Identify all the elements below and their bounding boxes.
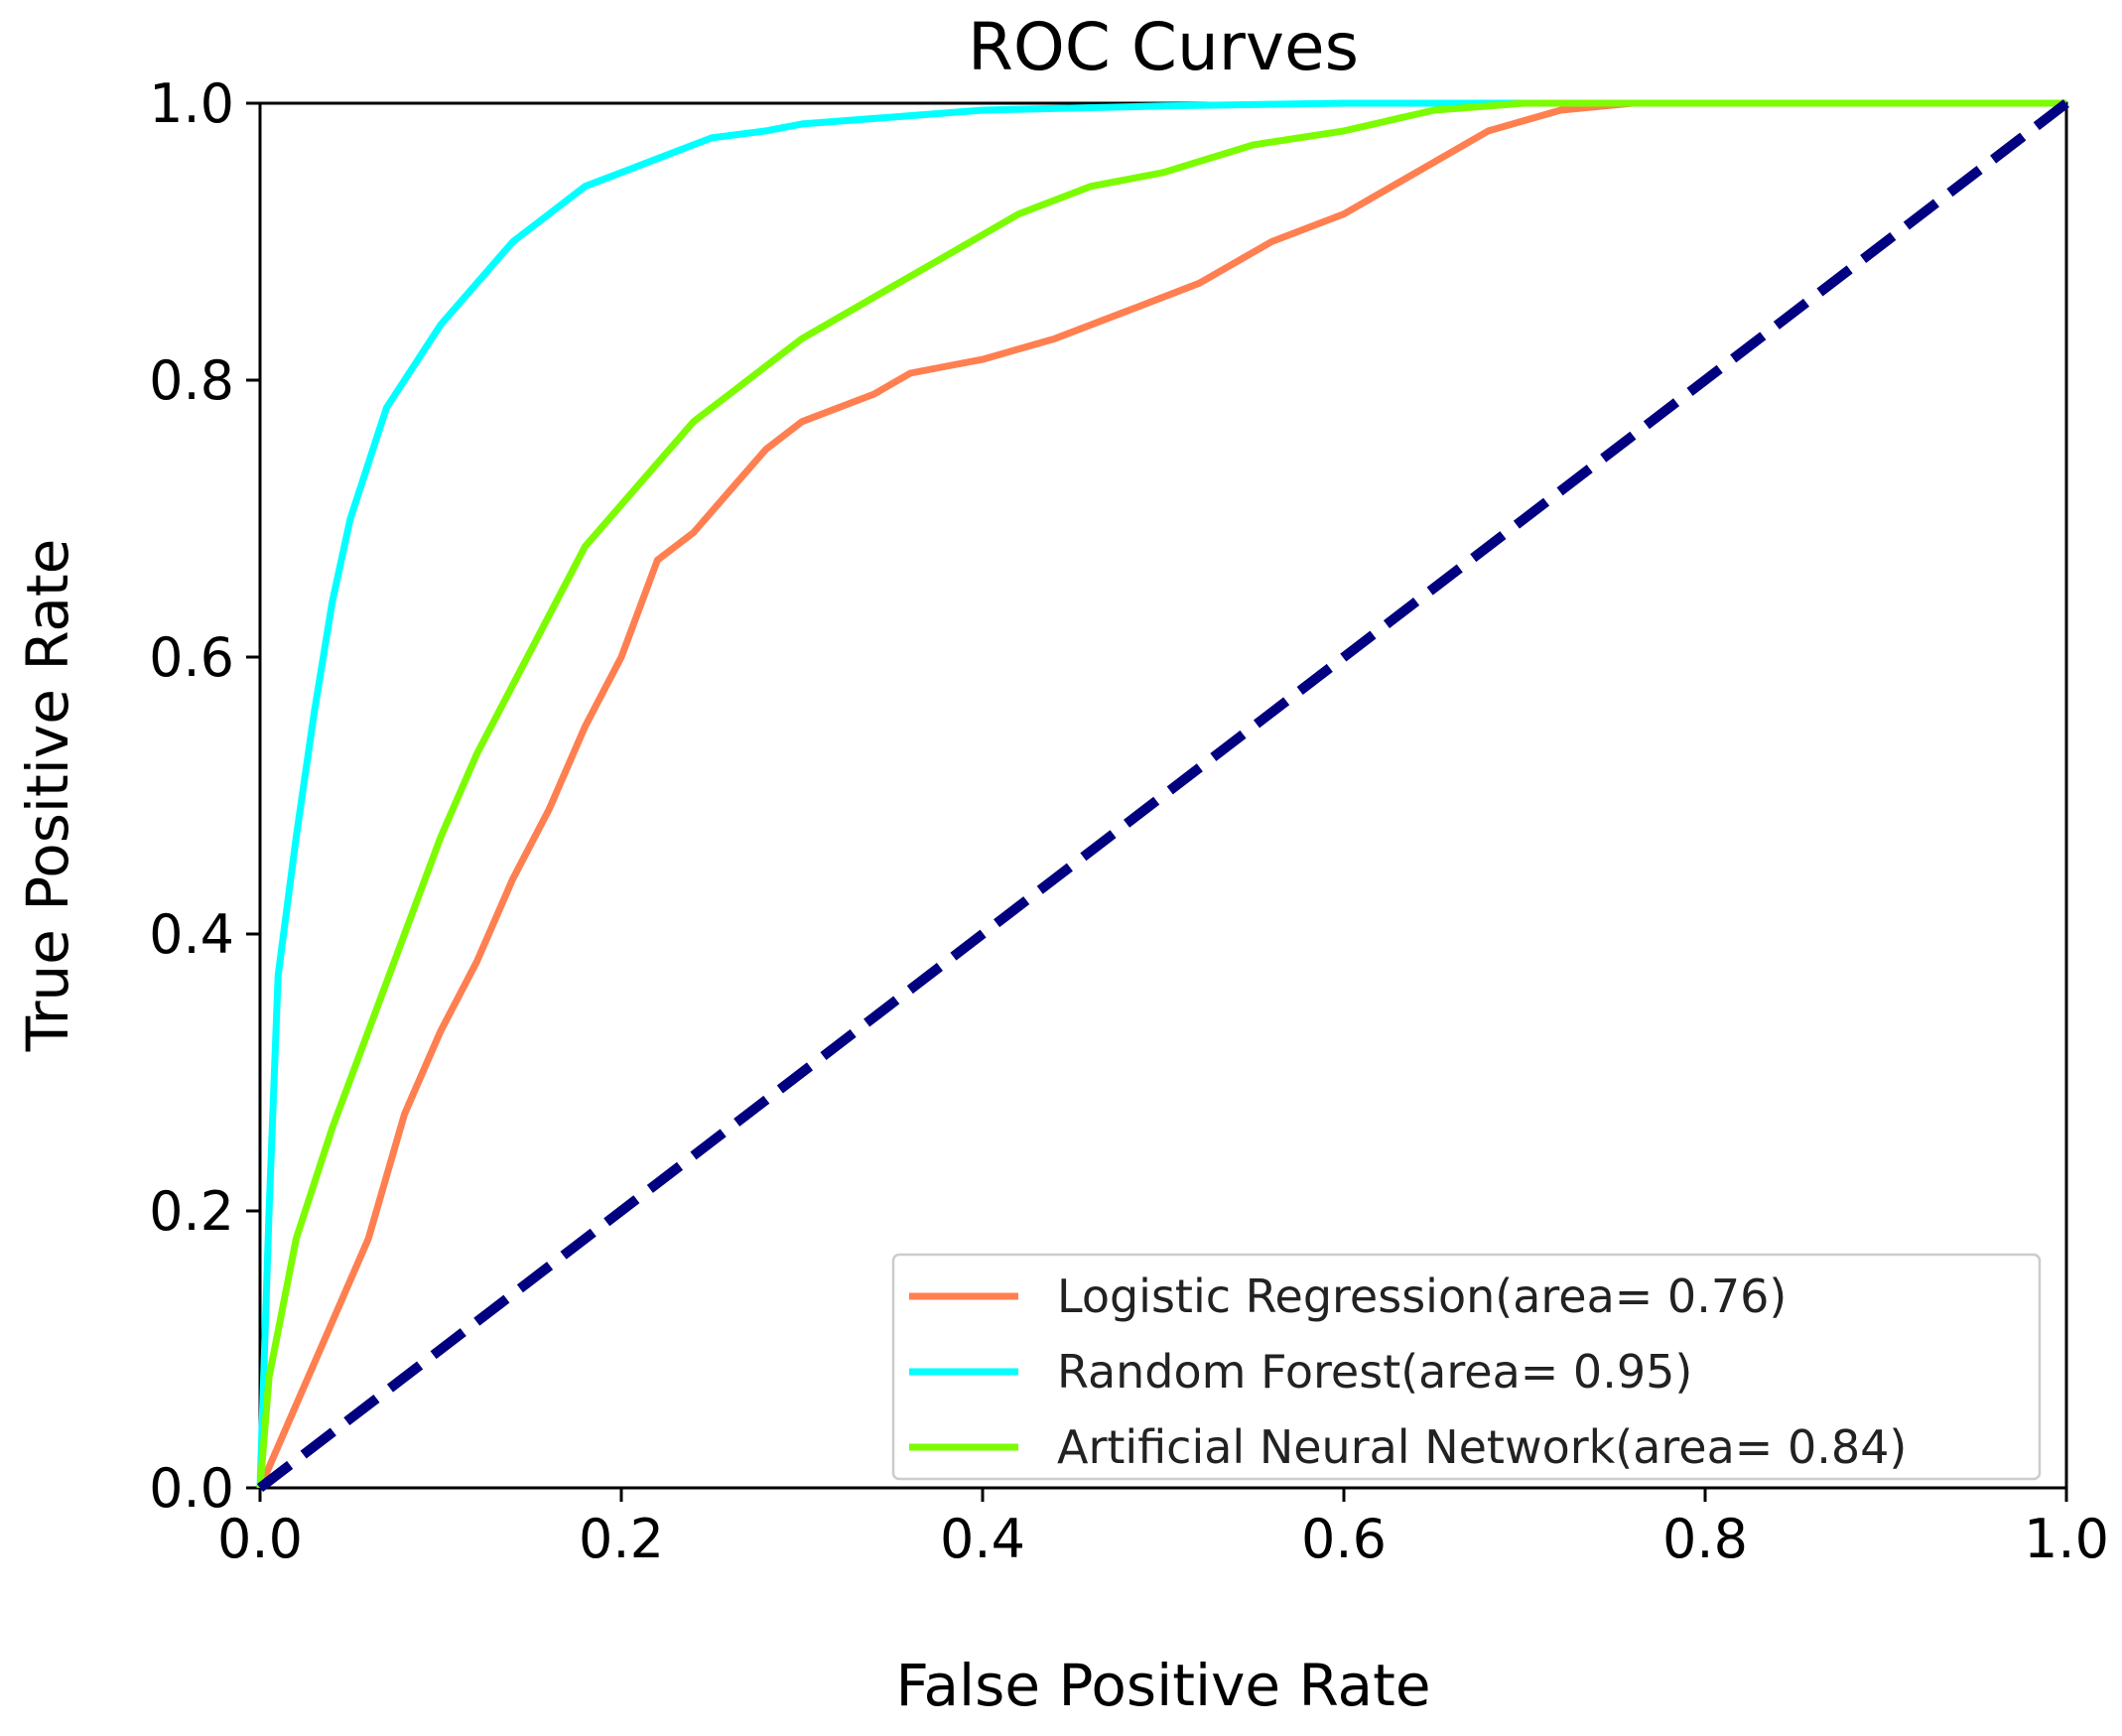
- chart-title: ROC Curves: [968, 9, 1359, 85]
- series-line-random-forest: [256, 99, 2066, 1489]
- y-tick-label: 0.8: [149, 349, 234, 412]
- y-tick-label: 0.0: [149, 1457, 234, 1520]
- y-tick-label: 0.2: [149, 1180, 234, 1243]
- x-tick-label: 0.8: [1662, 1508, 1748, 1570]
- legend-label: Logistic Regression(area= 0.76): [1057, 1269, 1787, 1323]
- legend: Logistic Regression(area= 0.76) Random Fo…: [891, 1253, 2042, 1481]
- x-tick-label: 0.2: [579, 1508, 664, 1570]
- y-tick-label: 1.0: [149, 72, 234, 135]
- series-lines: [256, 99, 2070, 1492]
- y-tick-label: 0.6: [149, 626, 234, 689]
- x-tick-label: 0.0: [217, 1508, 303, 1570]
- y-tick-label: 0.4: [149, 903, 234, 966]
- legend-label: Random Forest(area= 0.95): [1057, 1345, 1692, 1399]
- x-tick-label: 1.0: [2024, 1508, 2109, 1570]
- x-axis-label: False Positive Rate: [895, 1652, 1430, 1719]
- axis-ticks: 0.0 0.2 0.4 0.6 0.8 1.0 0.0 0.2 0.4 0.6 0.8 1.0: [149, 72, 2109, 1570]
- legend-frame: [891, 1253, 2042, 1481]
- x-tick-label: 0.6: [1301, 1508, 1387, 1570]
- series-line-logistic-regression: [256, 99, 2066, 1490]
- legend-label: Artificial Neural Network(area= 0.84): [1057, 1420, 1907, 1474]
- series-line-artificial-neural-network: [256, 99, 2066, 1489]
- y-axis-label: True Positive Rate: [14, 539, 81, 1053]
- x-tick-label: 0.4: [940, 1508, 1025, 1570]
